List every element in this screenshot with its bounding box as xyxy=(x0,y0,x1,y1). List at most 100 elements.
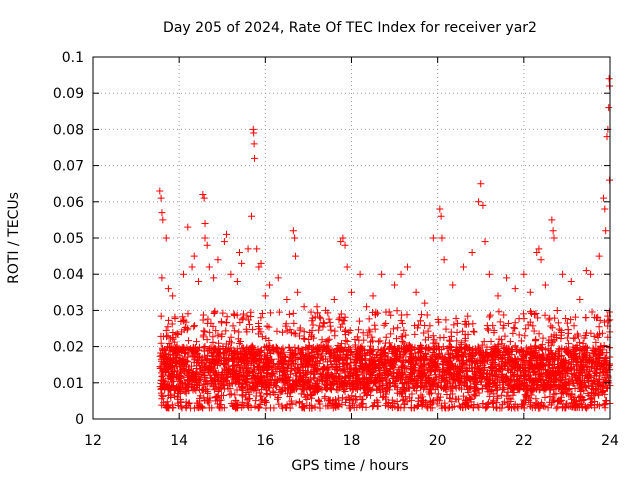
roti-point xyxy=(280,352,288,360)
roti-point xyxy=(274,274,282,282)
roti-point xyxy=(249,356,257,364)
roti-point xyxy=(386,379,394,387)
roti-point xyxy=(286,326,294,334)
roti-point xyxy=(554,398,562,406)
roti-point xyxy=(190,385,198,393)
roti-point xyxy=(498,391,506,399)
roti-point xyxy=(235,376,243,384)
roti-point xyxy=(294,365,302,373)
roti-point xyxy=(264,365,272,373)
roti-point xyxy=(290,329,298,337)
roti-point xyxy=(520,404,528,412)
roti-point xyxy=(289,227,297,235)
roti-point xyxy=(481,238,489,246)
roti-point xyxy=(195,377,203,385)
roti-point xyxy=(475,364,483,372)
roti-point xyxy=(517,337,525,345)
roti-point xyxy=(463,377,471,385)
roti-point xyxy=(418,393,426,401)
roti-point xyxy=(343,360,351,368)
roti-point xyxy=(203,241,211,249)
roti-point xyxy=(525,368,533,376)
roti-point xyxy=(187,404,195,412)
roti-point xyxy=(266,391,274,399)
roti-point xyxy=(166,382,174,390)
roti-point xyxy=(171,364,179,372)
roti-point xyxy=(511,285,519,293)
roti-point xyxy=(423,366,431,374)
roti-point xyxy=(164,285,172,293)
roti-point xyxy=(511,319,519,327)
chart-title: Day 205 of 2024, Rate Of TEC Index for r… xyxy=(163,20,537,36)
roti-point xyxy=(315,313,323,321)
y-tick-label: 0.05 xyxy=(53,231,84,247)
roti-point xyxy=(337,323,345,331)
roti-point xyxy=(156,187,164,195)
roti-point xyxy=(373,351,381,359)
roti-point xyxy=(493,399,501,407)
roti-point xyxy=(472,371,480,379)
roti-point xyxy=(289,309,297,317)
roti-point xyxy=(195,397,203,405)
roti-point xyxy=(158,385,166,393)
roti-point xyxy=(370,402,378,410)
roti-point xyxy=(242,359,250,367)
roti-point xyxy=(307,308,315,316)
roti-point xyxy=(382,320,390,328)
roti-point xyxy=(397,270,405,278)
roti-point xyxy=(286,404,294,412)
roti-point xyxy=(341,328,349,336)
roti-point xyxy=(274,362,282,370)
roti-point xyxy=(352,392,360,400)
x-tick-label: 18 xyxy=(343,433,361,449)
roti-point xyxy=(318,376,326,384)
roti-point xyxy=(459,327,467,335)
roti-point xyxy=(520,310,528,318)
roti-point xyxy=(550,234,558,242)
roti-point xyxy=(551,314,559,322)
roti-point xyxy=(357,400,365,408)
roti-point xyxy=(519,380,527,388)
roti-point xyxy=(228,402,236,410)
roti-point xyxy=(547,401,555,409)
roti-point xyxy=(308,385,316,393)
roti-point xyxy=(454,367,462,375)
roti-point xyxy=(322,402,330,410)
roti-point xyxy=(602,227,610,235)
roti-point xyxy=(592,359,600,367)
roti-point xyxy=(376,337,384,345)
roti-point xyxy=(341,313,349,321)
roti-point xyxy=(297,349,305,357)
roti-point xyxy=(597,382,605,390)
roti-point xyxy=(423,311,431,319)
roti-point xyxy=(436,393,444,401)
roti-point xyxy=(520,315,528,323)
roti-point xyxy=(602,377,610,385)
roti-point xyxy=(213,393,221,401)
roti-point xyxy=(256,389,264,397)
roti-point xyxy=(578,404,586,412)
roti-point xyxy=(243,344,251,352)
roti-point xyxy=(367,368,375,376)
roti-point xyxy=(477,180,485,188)
roti-point xyxy=(396,390,404,398)
roti-point xyxy=(200,394,208,402)
roti-point xyxy=(340,347,348,355)
roti-point xyxy=(260,383,268,391)
roti-point xyxy=(575,352,583,360)
roti-point xyxy=(603,133,611,141)
roti-point xyxy=(382,339,390,347)
roti-point xyxy=(220,354,228,362)
roti-point xyxy=(571,394,579,402)
roti-point xyxy=(338,320,346,328)
roti-point xyxy=(382,333,390,341)
roti-point xyxy=(592,338,600,346)
roti-point xyxy=(174,384,182,392)
roti-point xyxy=(445,343,453,351)
roti-point xyxy=(230,311,238,319)
roti-point xyxy=(295,345,303,353)
roti-point xyxy=(178,404,186,412)
roti-point xyxy=(266,346,274,354)
roti-point xyxy=(346,327,354,335)
roti-point xyxy=(475,198,483,206)
